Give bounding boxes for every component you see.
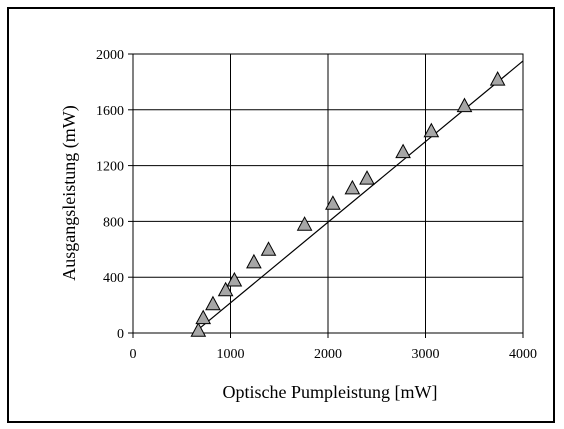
x-tick-label: 1000 [217, 347, 245, 362]
data-point [489, 71, 506, 86]
data-point [395, 143, 411, 159]
data-point [190, 322, 207, 337]
y-tick-label: 1200 [96, 160, 124, 175]
chart-frame [7, 7, 555, 423]
data-point [325, 195, 341, 210]
data-point [260, 241, 277, 256]
data-point [195, 309, 212, 325]
x-axis-label: Optische Pumpleistung [mW] [223, 382, 438, 402]
data-point [344, 179, 361, 195]
fit-line [196, 60, 524, 331]
y-tick-label: 800 [103, 215, 124, 230]
y-tick-label: 0 [117, 327, 124, 342]
data-point [217, 281, 234, 297]
fit-line-group [196, 60, 524, 331]
x-tick-label: 4000 [509, 347, 537, 362]
ticks [128, 53, 524, 338]
data-points [190, 71, 506, 337]
y-axis-label: Ausgangsleistung (mW) [59, 105, 80, 280]
x-tick-label: 3000 [412, 347, 440, 362]
y-tick-label: 1600 [96, 104, 124, 119]
data-point [205, 295, 221, 311]
data-point [226, 271, 243, 287]
grid [133, 54, 523, 333]
x-tick-labels: 0 1000 2000 3000 4000 [130, 347, 538, 362]
y-tick-label: 2000 [96, 48, 124, 63]
data-point [359, 170, 375, 185]
data-point [456, 97, 473, 113]
x-tick-label: 0 [130, 347, 137, 362]
y-tick-label: 400 [103, 271, 124, 286]
data-point [423, 122, 440, 138]
y-tick-labels: 0 400 800 1200 1600 2000 [96, 48, 124, 342]
data-point [296, 216, 313, 231]
data-point [246, 253, 262, 269]
x-tick-label: 2000 [314, 347, 342, 362]
